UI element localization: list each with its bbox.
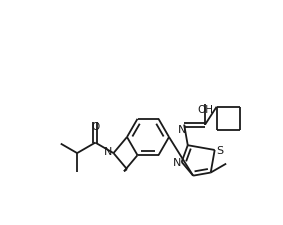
Text: N: N — [172, 157, 181, 167]
Text: S: S — [216, 145, 223, 155]
Text: O: O — [91, 121, 99, 131]
Text: N: N — [178, 124, 186, 134]
Text: OH: OH — [197, 104, 213, 114]
Text: N: N — [104, 146, 113, 156]
